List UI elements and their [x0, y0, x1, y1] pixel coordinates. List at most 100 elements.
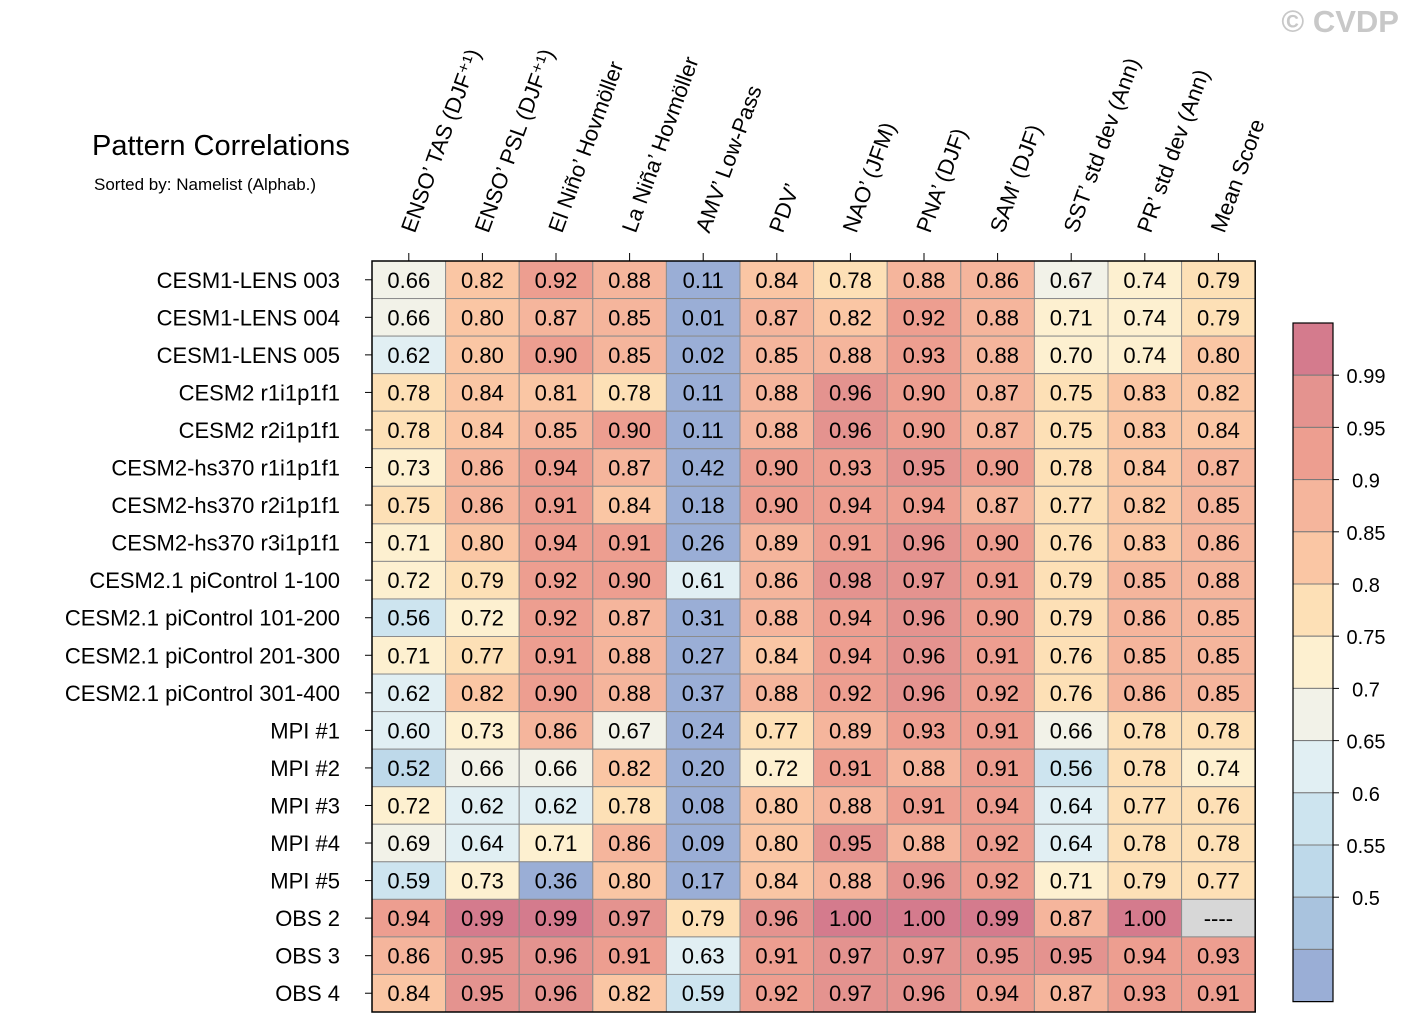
cell-value: 0.96 — [829, 418, 872, 443]
cell-value: 0.64 — [1050, 793, 1093, 818]
cell-value: 0.88 — [755, 418, 798, 443]
column-label: ENSO’ TAS (DJF⁺¹) — [396, 45, 486, 235]
cell-value: 0.97 — [903, 944, 946, 969]
cell-value: 0.95 — [1050, 944, 1093, 969]
cell-value: 0.91 — [1197, 981, 1240, 1006]
colorbar-bin — [1292, 687, 1334, 742]
cell-value: 0.78 — [1123, 756, 1166, 781]
cell-value: 0.63 — [682, 944, 725, 969]
cell-value: 0.74 — [1123, 305, 1166, 330]
heatmap-cell — [1033, 786, 1109, 825]
cell-value: 0.96 — [535, 981, 578, 1006]
colorbar-bin — [1292, 583, 1334, 637]
cell-value: 0.78 — [608, 793, 651, 818]
cell-value: 0.95 — [903, 456, 946, 481]
cell-value: 0.95 — [976, 944, 1019, 969]
cell-value: 0.91 — [608, 944, 651, 969]
cell-value: 0.71 — [387, 643, 430, 668]
heatmap-cell — [1181, 560, 1256, 600]
heatmap-cell — [592, 598, 667, 638]
column-label: PDV’ — [764, 180, 805, 236]
heatmap-cell — [371, 448, 447, 487]
cell-value: 0.96 — [535, 944, 578, 969]
cell-value: 0.79 — [461, 568, 504, 593]
cell-value: 0.77 — [461, 643, 504, 668]
cell-value: 0.96 — [903, 981, 946, 1006]
heatmap-cell — [960, 298, 1035, 337]
cell-value: 0.83 — [1123, 380, 1166, 405]
cell-value: 0.78 — [1050, 456, 1093, 481]
cell-value: 1.00 — [903, 906, 946, 931]
cell-value: 0.94 — [829, 643, 872, 668]
heatmap-cell — [1181, 260, 1256, 300]
row-label: CESM2 r2i1p1f1 — [179, 418, 340, 443]
heatmap-cell — [371, 861, 447, 900]
column-label: PR’ std dev (Ann) — [1132, 66, 1214, 236]
cell-value: 0.88 — [829, 793, 872, 818]
heatmap-cell — [445, 373, 520, 412]
cell-value: 0.26 — [682, 531, 725, 556]
cell-value: 0.87 — [1197, 456, 1240, 481]
heatmap-cell — [1033, 410, 1109, 450]
heatmap-cell — [960, 711, 1035, 750]
cell-value: 0.67 — [1050, 268, 1093, 293]
cell-value: 0.80 — [755, 831, 798, 856]
heatmap-cell — [665, 711, 741, 750]
cell-value: 0.96 — [903, 681, 946, 706]
cell-value: 0.18 — [682, 493, 725, 518]
heatmap-cell — [445, 973, 520, 1013]
cell-value: 0.80 — [608, 869, 651, 894]
heatmap-cell — [813, 298, 888, 337]
heatmap-cell — [739, 523, 815, 562]
cell-value: 0.79 — [1050, 606, 1093, 631]
heatmap-cell — [1107, 786, 1183, 825]
heatmap-cell — [1033, 335, 1109, 375]
cell-value: 0.85 — [1197, 681, 1240, 706]
heatmap-cell — [592, 748, 667, 788]
colorbar-label: 0.7 — [1352, 679, 1380, 701]
cell-value: 0.37 — [682, 681, 725, 706]
heatmap-cell — [960, 598, 1035, 638]
cell-value: 0.85 — [608, 305, 651, 330]
heatmap-cell — [1033, 523, 1109, 562]
row-label: CESM2-hs370 r2i1p1f1 — [111, 493, 340, 518]
cell-value: 0.09 — [682, 831, 725, 856]
cell-value: 0.99 — [535, 906, 578, 931]
heatmap-cell — [518, 373, 594, 412]
colorbar-label: 0.55 — [1347, 836, 1386, 858]
cell-value: 0.78 — [1123, 831, 1166, 856]
cell-value: 0.82 — [1197, 380, 1240, 405]
cell-value: 0.85 — [535, 418, 578, 443]
heatmap-cell — [592, 335, 667, 375]
cell-value: 0.87 — [608, 606, 651, 631]
row-label: MPI #3 — [270, 793, 340, 818]
cell-value: 0.80 — [461, 305, 504, 330]
heatmap-cell — [665, 448, 741, 487]
heatmap-cell — [886, 560, 962, 600]
cell-value: 0.84 — [387, 981, 430, 1006]
cell-value: 0.91 — [829, 756, 872, 781]
heatmap-cell — [371, 560, 447, 600]
heatmap-cell — [886, 598, 962, 638]
cell-value: 0.94 — [387, 906, 430, 931]
cell-value: 0.69 — [387, 831, 430, 856]
heatmap-cell — [886, 523, 962, 562]
colorbar-bin — [1292, 948, 1334, 1003]
cell-value: 0.89 — [829, 718, 872, 743]
cell-value: 0.90 — [903, 418, 946, 443]
cell-value: 0.79 — [1123, 869, 1166, 894]
cell-value: 0.92 — [755, 981, 798, 1006]
cell-value: 0.64 — [461, 831, 504, 856]
cell-value: 0.84 — [1197, 418, 1240, 443]
row-label: CESM2 r1i1p1f1 — [179, 380, 340, 405]
heatmap-cell — [739, 373, 815, 412]
row-label: MPI #2 — [270, 756, 340, 781]
cell-value: 0.66 — [1050, 718, 1093, 743]
cell-value: 0.87 — [976, 380, 1019, 405]
cell-value: 0.90 — [608, 568, 651, 593]
cell-value: 0.84 — [461, 418, 504, 443]
colorbar-label: 0.65 — [1347, 732, 1386, 754]
heatmap-cell — [592, 786, 667, 825]
cell-value: 0.87 — [1050, 906, 1093, 931]
heatmap-cell — [445, 485, 520, 525]
